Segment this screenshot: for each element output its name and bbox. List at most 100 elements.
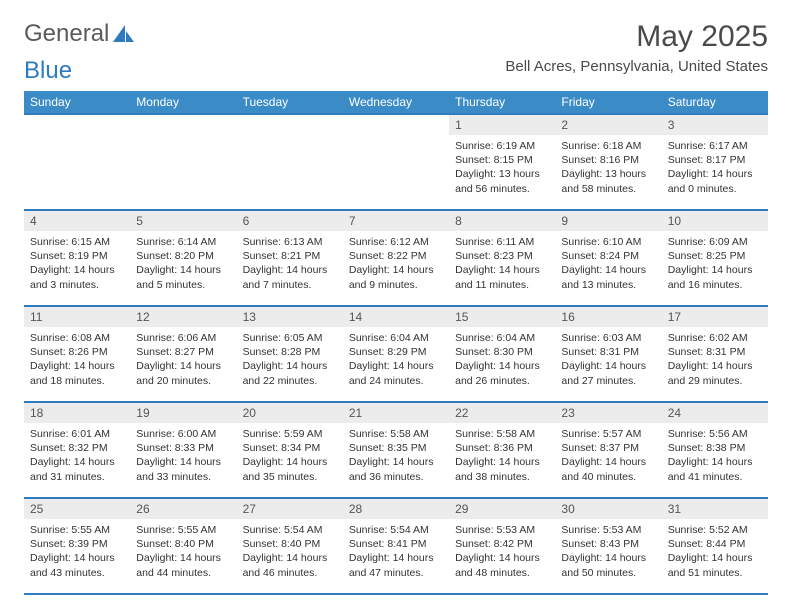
calendar-table: SundayMondayTuesdayWednesdayThursdayFrid… bbox=[24, 91, 768, 595]
day-number: 4 bbox=[24, 211, 130, 231]
day-details: Sunrise: 5:55 AMSunset: 8:39 PMDaylight:… bbox=[24, 519, 130, 586]
day-details: Sunrise: 5:56 AMSunset: 8:38 PMDaylight:… bbox=[662, 423, 768, 490]
calendar-day-cell: 25Sunrise: 5:55 AMSunset: 8:39 PMDayligh… bbox=[24, 498, 130, 594]
day-number: 26 bbox=[130, 499, 236, 519]
logo-sail-icon bbox=[113, 25, 135, 43]
day-number: 20 bbox=[237, 403, 343, 423]
day-header: Friday bbox=[555, 91, 661, 114]
day-number: 29 bbox=[449, 499, 555, 519]
calendar-day-cell: 9Sunrise: 6:10 AMSunset: 8:24 PMDaylight… bbox=[555, 210, 661, 306]
day-number: 6 bbox=[237, 211, 343, 231]
calendar-day-cell: 18Sunrise: 6:01 AMSunset: 8:32 PMDayligh… bbox=[24, 402, 130, 498]
calendar-day-cell: 22Sunrise: 5:58 AMSunset: 8:36 PMDayligh… bbox=[449, 402, 555, 498]
calendar-day-cell: 20Sunrise: 5:59 AMSunset: 8:34 PMDayligh… bbox=[237, 402, 343, 498]
day-number: 2 bbox=[555, 115, 661, 135]
day-number: 28 bbox=[343, 499, 449, 519]
day-number: 5 bbox=[130, 211, 236, 231]
day-details: Sunrise: 5:53 AMSunset: 8:42 PMDaylight:… bbox=[449, 519, 555, 586]
month-title: May 2025 bbox=[505, 20, 768, 54]
day-details: Sunrise: 6:00 AMSunset: 8:33 PMDaylight:… bbox=[130, 423, 236, 490]
day-details: Sunrise: 6:17 AMSunset: 8:17 PMDaylight:… bbox=[662, 135, 768, 202]
day-details: Sunrise: 6:03 AMSunset: 8:31 PMDaylight:… bbox=[555, 327, 661, 394]
day-header: Wednesday bbox=[343, 91, 449, 114]
day-details: Sunrise: 6:15 AMSunset: 8:19 PMDaylight:… bbox=[24, 231, 130, 298]
day-details: Sunrise: 6:10 AMSunset: 8:24 PMDaylight:… bbox=[555, 231, 661, 298]
calendar-day-cell: 31Sunrise: 5:52 AMSunset: 8:44 PMDayligh… bbox=[662, 498, 768, 594]
logo: General bbox=[24, 20, 137, 48]
day-number: 31 bbox=[662, 499, 768, 519]
day-number: 9 bbox=[555, 211, 661, 231]
calendar-day-cell bbox=[343, 114, 449, 210]
calendar-day-cell: 19Sunrise: 6:00 AMSunset: 8:33 PMDayligh… bbox=[130, 402, 236, 498]
day-number: 17 bbox=[662, 307, 768, 327]
calendar-day-cell: 15Sunrise: 6:04 AMSunset: 8:30 PMDayligh… bbox=[449, 306, 555, 402]
day-details: Sunrise: 6:19 AMSunset: 8:15 PMDaylight:… bbox=[449, 135, 555, 202]
day-header: Saturday bbox=[662, 91, 768, 114]
day-details: Sunrise: 6:13 AMSunset: 8:21 PMDaylight:… bbox=[237, 231, 343, 298]
calendar-day-cell bbox=[237, 114, 343, 210]
calendar-week-row: 18Sunrise: 6:01 AMSunset: 8:32 PMDayligh… bbox=[24, 402, 768, 498]
calendar-day-cell: 12Sunrise: 6:06 AMSunset: 8:27 PMDayligh… bbox=[130, 306, 236, 402]
calendar-day-cell: 23Sunrise: 5:57 AMSunset: 8:37 PMDayligh… bbox=[555, 402, 661, 498]
day-details: Sunrise: 5:58 AMSunset: 8:35 PMDaylight:… bbox=[343, 423, 449, 490]
day-number: 1 bbox=[449, 115, 555, 135]
calendar-day-cell: 1Sunrise: 6:19 AMSunset: 8:15 PMDaylight… bbox=[449, 114, 555, 210]
day-details: Sunrise: 5:58 AMSunset: 8:36 PMDaylight:… bbox=[449, 423, 555, 490]
day-details: Sunrise: 6:01 AMSunset: 8:32 PMDaylight:… bbox=[24, 423, 130, 490]
calendar-day-cell: 6Sunrise: 6:13 AMSunset: 8:21 PMDaylight… bbox=[237, 210, 343, 306]
day-number: 16 bbox=[555, 307, 661, 327]
day-number: 14 bbox=[343, 307, 449, 327]
day-details: Sunrise: 5:53 AMSunset: 8:43 PMDaylight:… bbox=[555, 519, 661, 586]
day-details: Sunrise: 5:52 AMSunset: 8:44 PMDaylight:… bbox=[662, 519, 768, 586]
day-details: Sunrise: 6:18 AMSunset: 8:16 PMDaylight:… bbox=[555, 135, 661, 202]
day-number: 21 bbox=[343, 403, 449, 423]
calendar-body: 1Sunrise: 6:19 AMSunset: 8:15 PMDaylight… bbox=[24, 114, 768, 594]
day-details: Sunrise: 5:59 AMSunset: 8:34 PMDaylight:… bbox=[237, 423, 343, 490]
calendar-day-cell bbox=[130, 114, 236, 210]
day-details: Sunrise: 6:12 AMSunset: 8:22 PMDaylight:… bbox=[343, 231, 449, 298]
day-header: Sunday bbox=[24, 91, 130, 114]
calendar-day-cell: 24Sunrise: 5:56 AMSunset: 8:38 PMDayligh… bbox=[662, 402, 768, 498]
day-details: Sunrise: 5:57 AMSunset: 8:37 PMDaylight:… bbox=[555, 423, 661, 490]
calendar-day-cell: 29Sunrise: 5:53 AMSunset: 8:42 PMDayligh… bbox=[449, 498, 555, 594]
day-number: 30 bbox=[555, 499, 661, 519]
day-details: Sunrise: 6:02 AMSunset: 8:31 PMDaylight:… bbox=[662, 327, 768, 394]
day-number: 13 bbox=[237, 307, 343, 327]
day-details: Sunrise: 6:05 AMSunset: 8:28 PMDaylight:… bbox=[237, 327, 343, 394]
day-details: Sunrise: 6:04 AMSunset: 8:30 PMDaylight:… bbox=[449, 327, 555, 394]
day-number: 7 bbox=[343, 211, 449, 231]
calendar-day-cell: 17Sunrise: 6:02 AMSunset: 8:31 PMDayligh… bbox=[662, 306, 768, 402]
calendar-day-cell: 8Sunrise: 6:11 AMSunset: 8:23 PMDaylight… bbox=[449, 210, 555, 306]
day-details: Sunrise: 5:55 AMSunset: 8:40 PMDaylight:… bbox=[130, 519, 236, 586]
day-number: 15 bbox=[449, 307, 555, 327]
calendar-day-cell: 7Sunrise: 6:12 AMSunset: 8:22 PMDaylight… bbox=[343, 210, 449, 306]
calendar-day-cell: 27Sunrise: 5:54 AMSunset: 8:40 PMDayligh… bbox=[237, 498, 343, 594]
title-block: May 2025 Bell Acres, Pennsylvania, Unite… bbox=[505, 20, 768, 75]
calendar-day-cell bbox=[24, 114, 130, 210]
calendar-day-cell: 2Sunrise: 6:18 AMSunset: 8:16 PMDaylight… bbox=[555, 114, 661, 210]
day-details: Sunrise: 6:06 AMSunset: 8:27 PMDaylight:… bbox=[130, 327, 236, 394]
calendar-head: SundayMondayTuesdayWednesdayThursdayFrid… bbox=[24, 91, 768, 114]
location: Bell Acres, Pennsylvania, United States bbox=[505, 58, 768, 75]
day-number: 3 bbox=[662, 115, 768, 135]
day-details: Sunrise: 6:08 AMSunset: 8:26 PMDaylight:… bbox=[24, 327, 130, 394]
day-header: Thursday bbox=[449, 91, 555, 114]
calendar-day-cell: 26Sunrise: 5:55 AMSunset: 8:40 PMDayligh… bbox=[130, 498, 236, 594]
calendar-day-cell: 3Sunrise: 6:17 AMSunset: 8:17 PMDaylight… bbox=[662, 114, 768, 210]
day-number: 18 bbox=[24, 403, 130, 423]
calendar-day-cell: 16Sunrise: 6:03 AMSunset: 8:31 PMDayligh… bbox=[555, 306, 661, 402]
calendar-day-cell: 28Sunrise: 5:54 AMSunset: 8:41 PMDayligh… bbox=[343, 498, 449, 594]
calendar-week-row: 11Sunrise: 6:08 AMSunset: 8:26 PMDayligh… bbox=[24, 306, 768, 402]
day-number: 12 bbox=[130, 307, 236, 327]
day-number: 22 bbox=[449, 403, 555, 423]
calendar-day-cell: 30Sunrise: 5:53 AMSunset: 8:43 PMDayligh… bbox=[555, 498, 661, 594]
calendar-day-cell: 13Sunrise: 6:05 AMSunset: 8:28 PMDayligh… bbox=[237, 306, 343, 402]
day-number: 27 bbox=[237, 499, 343, 519]
day-number: 25 bbox=[24, 499, 130, 519]
day-details: Sunrise: 5:54 AMSunset: 8:41 PMDaylight:… bbox=[343, 519, 449, 586]
day-number: 23 bbox=[555, 403, 661, 423]
calendar-week-row: 1Sunrise: 6:19 AMSunset: 8:15 PMDaylight… bbox=[24, 114, 768, 210]
day-number: 24 bbox=[662, 403, 768, 423]
calendar-day-cell: 10Sunrise: 6:09 AMSunset: 8:25 PMDayligh… bbox=[662, 210, 768, 306]
day-header: Monday bbox=[130, 91, 236, 114]
